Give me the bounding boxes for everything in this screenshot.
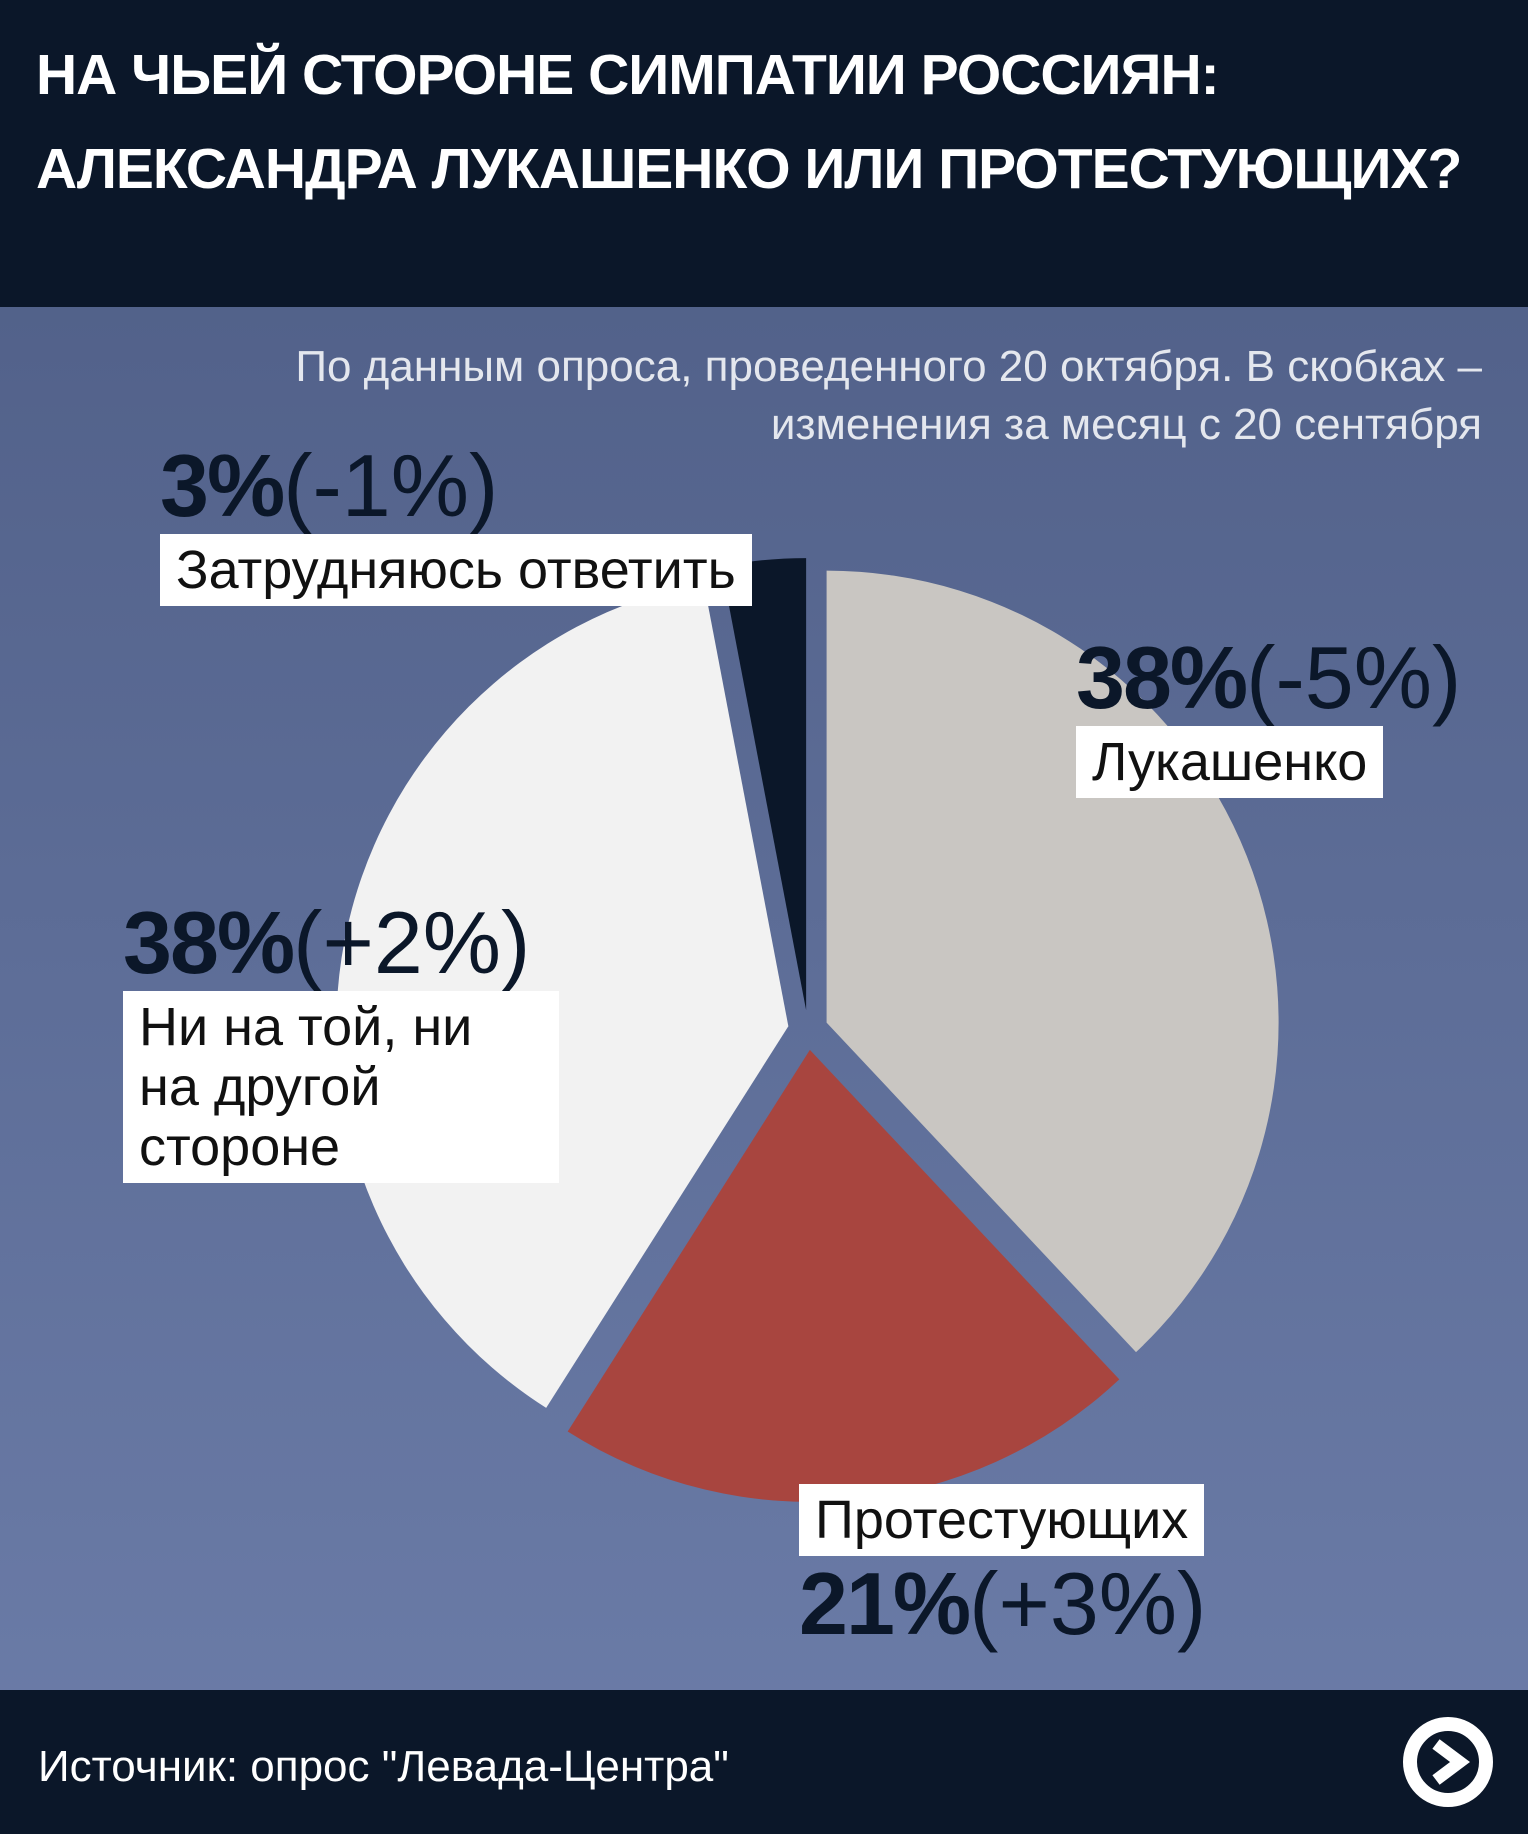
- value-label: 38%(-5%): [1076, 630, 1461, 726]
- subtitle: По данным опроса, проведенного 20 октябр…: [295, 342, 1482, 449]
- value-label: 21%(+3%): [799, 1556, 1206, 1652]
- header: НА ЧЬЕЙ СТОРОНЕ СИМПАТИИ РОССИЯН: АЛЕКСА…: [0, 0, 1528, 307]
- source: Источник: опрос "Левада-Центра": [38, 1742, 729, 1791]
- percent: 3%: [160, 436, 285, 535]
- percent: 38%: [1076, 628, 1248, 727]
- slice-label: 3%(-1%) Затрудняюсь ответить: [160, 438, 752, 606]
- category-label: Лукашенко: [1076, 726, 1384, 798]
- change: (+2%): [293, 893, 531, 992]
- change: (+3%): [969, 1554, 1207, 1653]
- logo: [1403, 1717, 1493, 1807]
- change: (-5%): [1246, 628, 1462, 727]
- category-label: Протестующих: [799, 1484, 1205, 1556]
- pie-slice: [336, 582, 789, 1408]
- slice-label: 38%(+2%) Ни на той, ни на другой стороне: [123, 895, 563, 1183]
- pie-chart: [336, 558, 1279, 1502]
- percent: 38%: [123, 893, 295, 992]
- logo-arrow: [1432, 1739, 1470, 1785]
- change: (-1%): [283, 436, 499, 535]
- value-label: 3%(-1%): [160, 438, 752, 534]
- category-label: Ни на той, ни на другой стороне: [123, 991, 559, 1183]
- pie-slice: [721, 558, 807, 1011]
- value-label: 38%(+2%): [123, 895, 563, 991]
- title: НА ЧЬЕЙ СТОРОНЕ СИМПАТИИ РОССИЯН: АЛЕКСА…: [36, 43, 1462, 201]
- footer: Источник: опрос "Левада-Центра": [0, 1690, 1528, 1834]
- logo-ring: [1403, 1717, 1493, 1807]
- category-label: Затрудняюсь ответить: [160, 534, 752, 606]
- pie-slice: [567, 1049, 1120, 1502]
- percent: 21%: [799, 1554, 971, 1653]
- slice-label: 38%(-5%) Лукашенко: [1076, 630, 1461, 798]
- slice-label: Протестующих 21%(+3%): [799, 1484, 1206, 1652]
